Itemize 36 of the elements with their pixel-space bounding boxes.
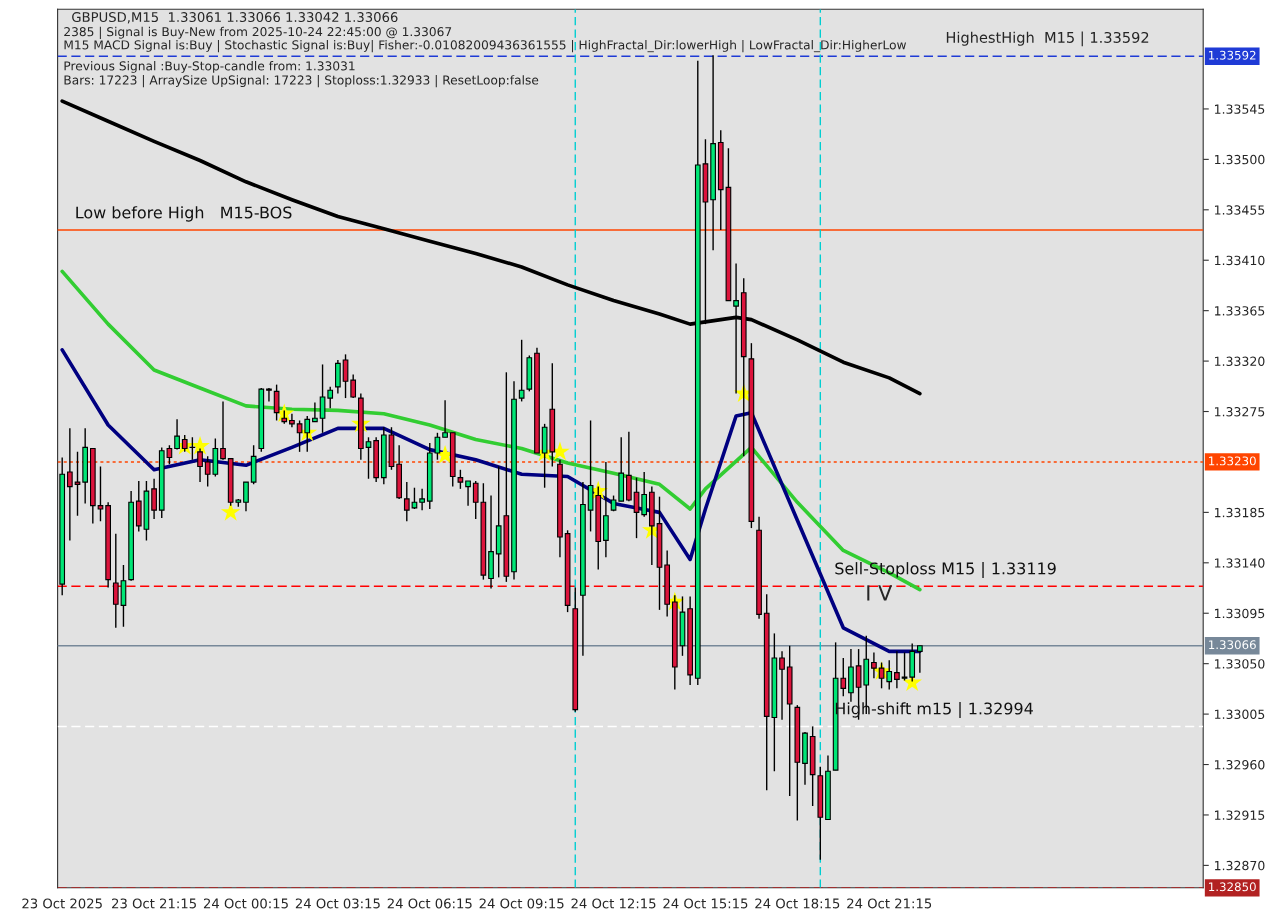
x-tick-label: 24 Oct 09:15 — [479, 898, 564, 909]
x-tick-label: 24 Oct 15:15 — [663, 898, 748, 909]
y-tick-label: 1.33365 — [1214, 306, 1265, 316]
y-tick-label: 1.33275 — [1214, 406, 1265, 417]
annotation: I V — [867, 585, 893, 601]
ref-line-label: 1.33592 — [1209, 50, 1256, 60]
ref-line-label: 1.33066 — [1209, 640, 1256, 650]
y-tick-label: 1.32915 — [1214, 810, 1265, 820]
y-tick-label: 1.33410 — [1214, 255, 1265, 266]
y-tick-label: 1.33050 — [1214, 659, 1265, 669]
y-tick-label: 1.33140 — [1214, 558, 1265, 568]
x-tick-label: 24 Oct 03:15 — [295, 898, 380, 909]
y-tick-label: 1.32960 — [1214, 760, 1265, 770]
y-tick-label: 1.33185 — [1214, 507, 1265, 518]
annotation: Bars: 17223 | ArraySize UpSignal: 17223 | Stoploss:1.32933 | ResetLoop:false — [64, 75, 539, 88]
y-tick-label: 1.33095 — [1214, 608, 1265, 619]
annotation: HighestHigh M15 | 1.33592 — [946, 31, 1149, 47]
ref-line-label: Low before High M15-BOS — [76, 206, 292, 222]
ref-line-label: 1.33230 — [1209, 456, 1256, 466]
x-tick-label: 24 Oct 21:15 — [847, 898, 932, 909]
x-tick-label: 24 Oct 00:15 — [203, 898, 288, 909]
y-tick-label: 1.33500 — [1214, 154, 1265, 165]
x-tick-label: 24 Oct 18:15 — [755, 898, 840, 909]
y-tick-label: 1.33545 — [1214, 104, 1265, 114]
y-tick-label: 1.32870 — [1214, 860, 1265, 871]
x-tick-label: 23 Oct 21:15 — [112, 898, 196, 909]
y-tick-label: 1.33455 — [1214, 205, 1265, 215]
x-tick-label: 24 Oct 12:15 — [571, 898, 656, 909]
y-tick-label: 1.33005 — [1214, 709, 1265, 720]
annotation: Previous Signal :Buy-Stop-candle from: 1.33031 — [64, 61, 355, 73]
chart-title: GBPUSD,M15 1.33061 1.33066 1.33042 1.33066 — [72, 12, 398, 24]
x-tick-label: 24 Oct 06:15 — [387, 898, 472, 909]
x-tick-label: 23 Oct 2025 — [22, 898, 102, 909]
y-tick-label: 1.33320 — [1214, 356, 1265, 367]
annotation: 2385 | Signal is Buy-New from 2025-10-24 22:45:00 @ 1.33067 — [64, 26, 452, 39]
ref-line-label: 1.32850 — [1209, 882, 1256, 892]
